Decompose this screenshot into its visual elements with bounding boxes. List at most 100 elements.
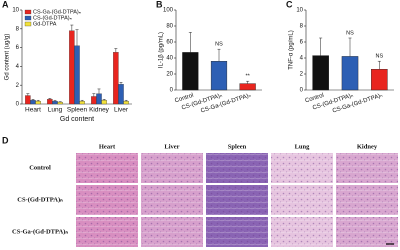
bar bbox=[91, 96, 97, 105]
y-tick-label: 8 bbox=[300, 24, 304, 30]
legend-label: Gd-DTPA bbox=[33, 21, 57, 27]
error-bar bbox=[119, 82, 123, 85]
tissue-texture bbox=[271, 185, 333, 215]
bar bbox=[371, 68, 388, 91]
x-tick-label: Control bbox=[174, 93, 194, 105]
panel-label: D bbox=[2, 135, 9, 145]
legend-swatch bbox=[24, 9, 32, 15]
row-label: CS-(Gd-DTPA)ₙ bbox=[17, 196, 63, 203]
bar bbox=[123, 101, 129, 105]
panel-label: A bbox=[2, 0, 9, 9]
column-header: Lung bbox=[295, 143, 311, 150]
x-tick-label: Liver bbox=[114, 107, 129, 114]
y-tick-label: 20 bbox=[166, 72, 173, 78]
error-bar bbox=[80, 99, 84, 102]
y-tick-label: 60 bbox=[166, 40, 173, 46]
tissue-texture bbox=[206, 153, 268, 183]
y-axis-label: TNF-α (pg/mL) bbox=[289, 30, 295, 69]
y-axis-label: IL-1β (pg/mL) bbox=[159, 32, 165, 68]
tissue-texture bbox=[336, 217, 398, 247]
significance-label: NS bbox=[346, 30, 354, 36]
error-bar bbox=[217, 48, 221, 62]
row-label: Control bbox=[29, 164, 51, 171]
x-tick-label: Heart bbox=[25, 107, 41, 114]
significance-label: NS bbox=[215, 42, 223, 48]
legend-swatch bbox=[24, 21, 32, 27]
bar bbox=[74, 45, 80, 105]
y-tick-label: 2 bbox=[16, 83, 20, 89]
error-bar bbox=[246, 80, 250, 84]
y-tick-label: 0 bbox=[170, 88, 174, 94]
column-header: Heart bbox=[99, 143, 116, 150]
bar bbox=[69, 30, 75, 105]
y-tick-label: 10 bbox=[12, 8, 19, 14]
bar bbox=[210, 61, 228, 91]
y-tick-label: 6 bbox=[300, 40, 304, 46]
x-tick-label: CS-Ga-(Gd-DTPA)ₙ bbox=[200, 93, 252, 115]
y-tick-label: 80 bbox=[166, 24, 173, 30]
error-bar bbox=[48, 98, 52, 100]
tissue-texture bbox=[336, 153, 398, 183]
bar bbox=[96, 93, 102, 105]
bar bbox=[47, 99, 53, 105]
bar bbox=[35, 101, 41, 105]
bar bbox=[25, 95, 31, 105]
bar bbox=[30, 100, 36, 105]
bar bbox=[113, 52, 119, 105]
error-bar bbox=[53, 99, 57, 102]
bar bbox=[57, 101, 63, 105]
tissue-texture bbox=[206, 185, 268, 215]
y-tick-label: 10 bbox=[296, 8, 303, 14]
panel-label: B bbox=[156, 0, 163, 9]
bar bbox=[312, 55, 329, 91]
y-axis-label: Gd content (ug/g) bbox=[5, 34, 11, 81]
error-bar bbox=[114, 48, 118, 53]
error-bar bbox=[26, 93, 30, 96]
tissue-texture bbox=[206, 217, 268, 247]
error-bar bbox=[92, 93, 96, 97]
y-tick-label: 6 bbox=[16, 45, 20, 51]
tissue-texture bbox=[76, 185, 138, 215]
error-bar bbox=[97, 88, 101, 94]
error-bar bbox=[377, 60, 381, 70]
legend-label: CS-(Gd-DTPA)ₙ bbox=[33, 15, 73, 21]
error-bar bbox=[348, 37, 352, 57]
tissue-texture bbox=[141, 185, 203, 215]
tissue-texture bbox=[76, 153, 138, 183]
x-tick-label: Lung bbox=[48, 107, 63, 114]
y-tick-label: 8 bbox=[16, 26, 20, 32]
legend-label: CS-Ga-(Gd-DTPA)ₙ bbox=[33, 9, 82, 15]
significance-label: ** bbox=[246, 74, 251, 80]
bar bbox=[52, 101, 58, 105]
tissue-texture bbox=[271, 153, 333, 183]
error-bar bbox=[75, 29, 79, 46]
y-tick-label: 4 bbox=[300, 56, 304, 62]
x-tick-label: Control bbox=[305, 93, 325, 105]
error-bar bbox=[31, 99, 35, 101]
legend-swatch bbox=[24, 15, 32, 21]
column-header: Kidney bbox=[357, 143, 378, 150]
bar bbox=[341, 56, 359, 91]
row-label: CS-Ga-(Gd-DTPA)ₙ bbox=[12, 228, 68, 235]
error-bar bbox=[124, 99, 128, 102]
x-tick-label: Spleen bbox=[67, 107, 88, 114]
tissue-texture bbox=[141, 217, 203, 247]
tissue-texture bbox=[141, 153, 203, 183]
bar bbox=[239, 83, 256, 91]
bar bbox=[101, 100, 107, 105]
column-header: Liver bbox=[164, 143, 179, 150]
y-tick-label: 40 bbox=[166, 56, 173, 62]
bar bbox=[118, 84, 124, 105]
error-bar bbox=[36, 99, 40, 102]
column-header: Spleen bbox=[228, 143, 247, 150]
bar bbox=[79, 101, 85, 105]
y-tick-label: 2 bbox=[300, 72, 304, 78]
tissue-texture bbox=[336, 185, 398, 215]
y-tick-label: 0 bbox=[300, 88, 304, 94]
y-tick-label: 4 bbox=[16, 64, 20, 70]
tissue-texture bbox=[76, 217, 138, 247]
significance-label: NS bbox=[376, 54, 384, 60]
error-bar bbox=[70, 24, 74, 31]
panel-label: C bbox=[286, 0, 293, 9]
